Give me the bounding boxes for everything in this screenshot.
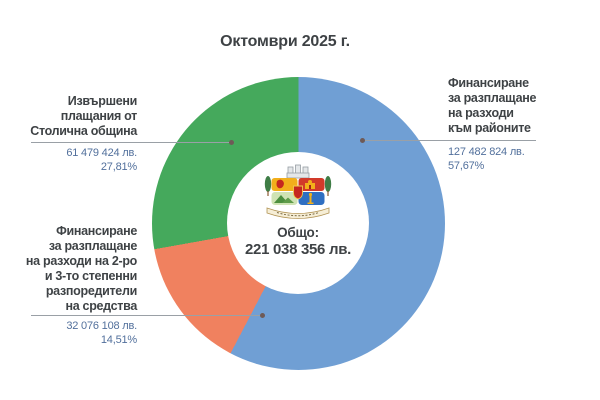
- leader-dot-districts: [360, 138, 365, 143]
- center-total-label: Общо:: [277, 225, 319, 240]
- callout-pct-payments: 27,81%: [100, 160, 137, 173]
- chart-title: Октомври 2025 г.: [220, 33, 350, 50]
- callout-values-payments: 61 479 424 лв. 27,81%: [0, 147, 137, 174]
- sofia-coat-of-arms-icon: [264, 164, 332, 219]
- callout-values-spenders: 32 076 108 лв. 14,51%: [0, 320, 137, 347]
- leader-line-districts: [363, 140, 536, 141]
- callout-pct-spenders: 14,51%: [100, 333, 137, 346]
- callout-value-districts: 127 482 824 лв.: [448, 146, 525, 158]
- callout-pct-districts: 57,67%: [448, 159, 485, 172]
- callout-label-districts: Финансиране за разплащане на разходи към…: [448, 76, 537, 135]
- callout-value-payments: 61 479 424 лв.: [66, 147, 137, 159]
- callout-values-districts: 127 482 824 лв. 57,67%: [448, 146, 573, 173]
- donut-hole: Общо: 221 038 356 лв.: [227, 152, 369, 294]
- callout-value-spenders: 32 076 108 лв.: [66, 320, 137, 332]
- leader-dot-spenders: [260, 313, 265, 318]
- leader-dot-payments: [229, 140, 234, 145]
- leader-line-payments: [31, 142, 232, 143]
- callout-label-spenders: Финансиране за разплащане на разходи на …: [25, 224, 137, 313]
- callout-label-payments: Извършени плащания от Столична община: [30, 94, 137, 138]
- leader-line-spenders: [31, 315, 263, 316]
- center-total-value: 221 038 356 лв.: [244, 241, 351, 258]
